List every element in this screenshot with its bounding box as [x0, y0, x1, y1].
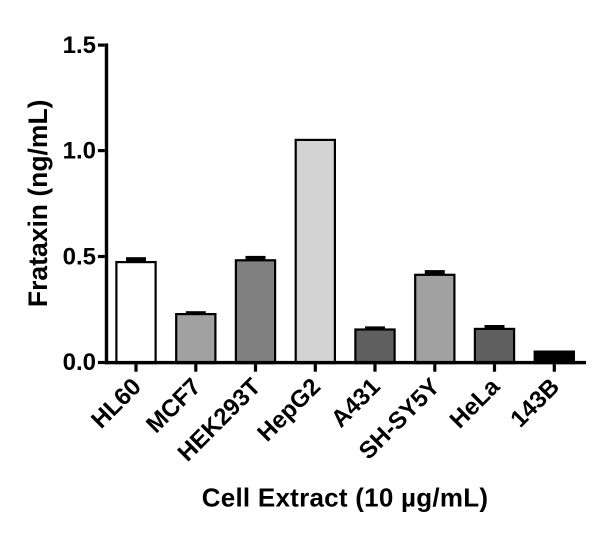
svg-text:1.5: 1.5: [63, 32, 96, 59]
svg-text:0.5: 0.5: [63, 244, 96, 271]
svg-text:Cell Extract (10 µg/mL): Cell Extract (10 µg/mL): [202, 482, 489, 512]
svg-text:Frataxin (ng/mL): Frataxin (ng/mL): [23, 100, 53, 308]
svg-text:0.0: 0.0: [63, 349, 96, 376]
svg-text:1.0: 1.0: [63, 138, 96, 165]
